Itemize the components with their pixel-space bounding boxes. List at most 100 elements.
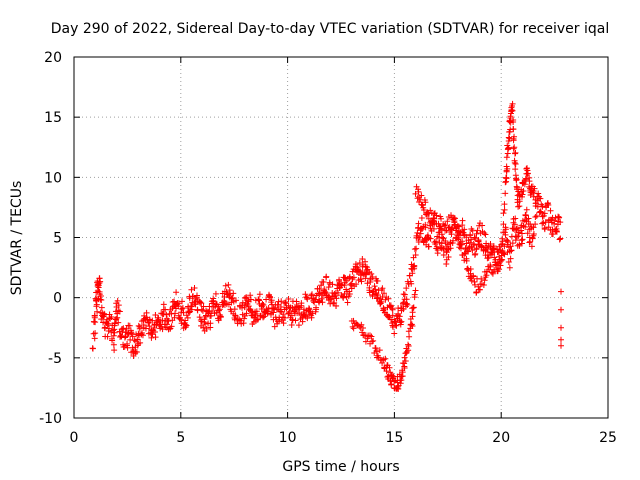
data-point [398,318,405,325]
data-point [463,257,470,264]
data-point [308,292,315,299]
data-point [205,309,212,316]
data-point [247,292,254,299]
data-point [182,317,189,324]
data-point [501,201,508,208]
data-point [163,321,170,328]
data-point [555,213,562,220]
data-point [404,301,411,308]
data-point [558,342,565,349]
data-point [295,322,302,329]
data-point [221,294,228,301]
data-point [478,275,485,282]
data-point [441,222,448,229]
data-point [448,231,455,238]
data-point [188,286,195,293]
data-point [302,291,309,298]
data-point [485,254,492,261]
data-point [509,100,516,107]
data-point [190,293,197,300]
data-point [230,290,237,297]
data-point [392,319,399,326]
data-point [412,251,419,258]
data-point [434,250,441,257]
data-point [215,317,222,324]
data-point [445,253,452,260]
data-point [528,243,535,250]
data-point [401,363,408,370]
data-point [479,222,486,229]
data-point [541,225,548,232]
data-point [515,203,522,210]
data-point [530,190,537,197]
data-point [524,230,531,237]
data-point [433,212,440,219]
data-point [530,231,537,238]
data-point [172,310,179,317]
data-point [508,247,515,254]
data-point [431,215,438,222]
data-point [539,213,546,220]
data-point [260,301,267,308]
data-point [379,285,386,292]
data-point [90,318,97,325]
data-point [411,263,418,270]
data-point [293,298,300,305]
x-tick-label: 15 [385,430,403,446]
data-point [526,239,533,246]
data-point [514,225,521,232]
data-point [406,333,413,340]
data-point [411,246,418,253]
data-point [557,235,564,242]
data-point [414,229,421,236]
data-point [499,256,506,263]
data-point [510,145,517,152]
data-point [175,300,182,307]
data-point [229,295,236,302]
data-point [461,226,468,233]
data-point [364,280,371,287]
data-point [409,322,416,329]
data-point [549,231,556,238]
data-point [482,231,489,238]
data-point [389,312,396,319]
data-point [474,227,481,234]
data-point [387,369,394,376]
data-point [356,260,363,267]
data-point [419,226,426,233]
data-point [511,159,518,166]
data-point [162,306,169,313]
data-point [459,238,466,245]
data-point [462,249,469,256]
data-point [363,264,370,271]
data-point [374,277,381,284]
data-point [475,237,482,244]
data-point [197,299,204,306]
data-point [443,249,450,256]
data-point [96,279,103,286]
data-point [179,298,186,305]
data-point [501,206,508,213]
data-point [329,281,336,288]
data-point [387,302,394,309]
data-point [243,294,250,301]
data-point [91,335,98,342]
data-point [519,191,526,198]
data-point [444,218,451,225]
data-point [382,355,389,362]
data-point [146,323,153,330]
data-point [102,324,109,331]
data-point [139,332,146,339]
data-point [362,258,369,265]
data-point [93,301,100,308]
data-point [104,333,111,340]
data-point [397,380,404,387]
data-point [519,236,526,243]
data-point [198,306,205,313]
data-point [379,359,386,366]
data-point [442,221,449,228]
data-point [212,290,219,297]
data-point [531,185,538,192]
data-point [358,278,365,285]
data-point [558,306,565,313]
